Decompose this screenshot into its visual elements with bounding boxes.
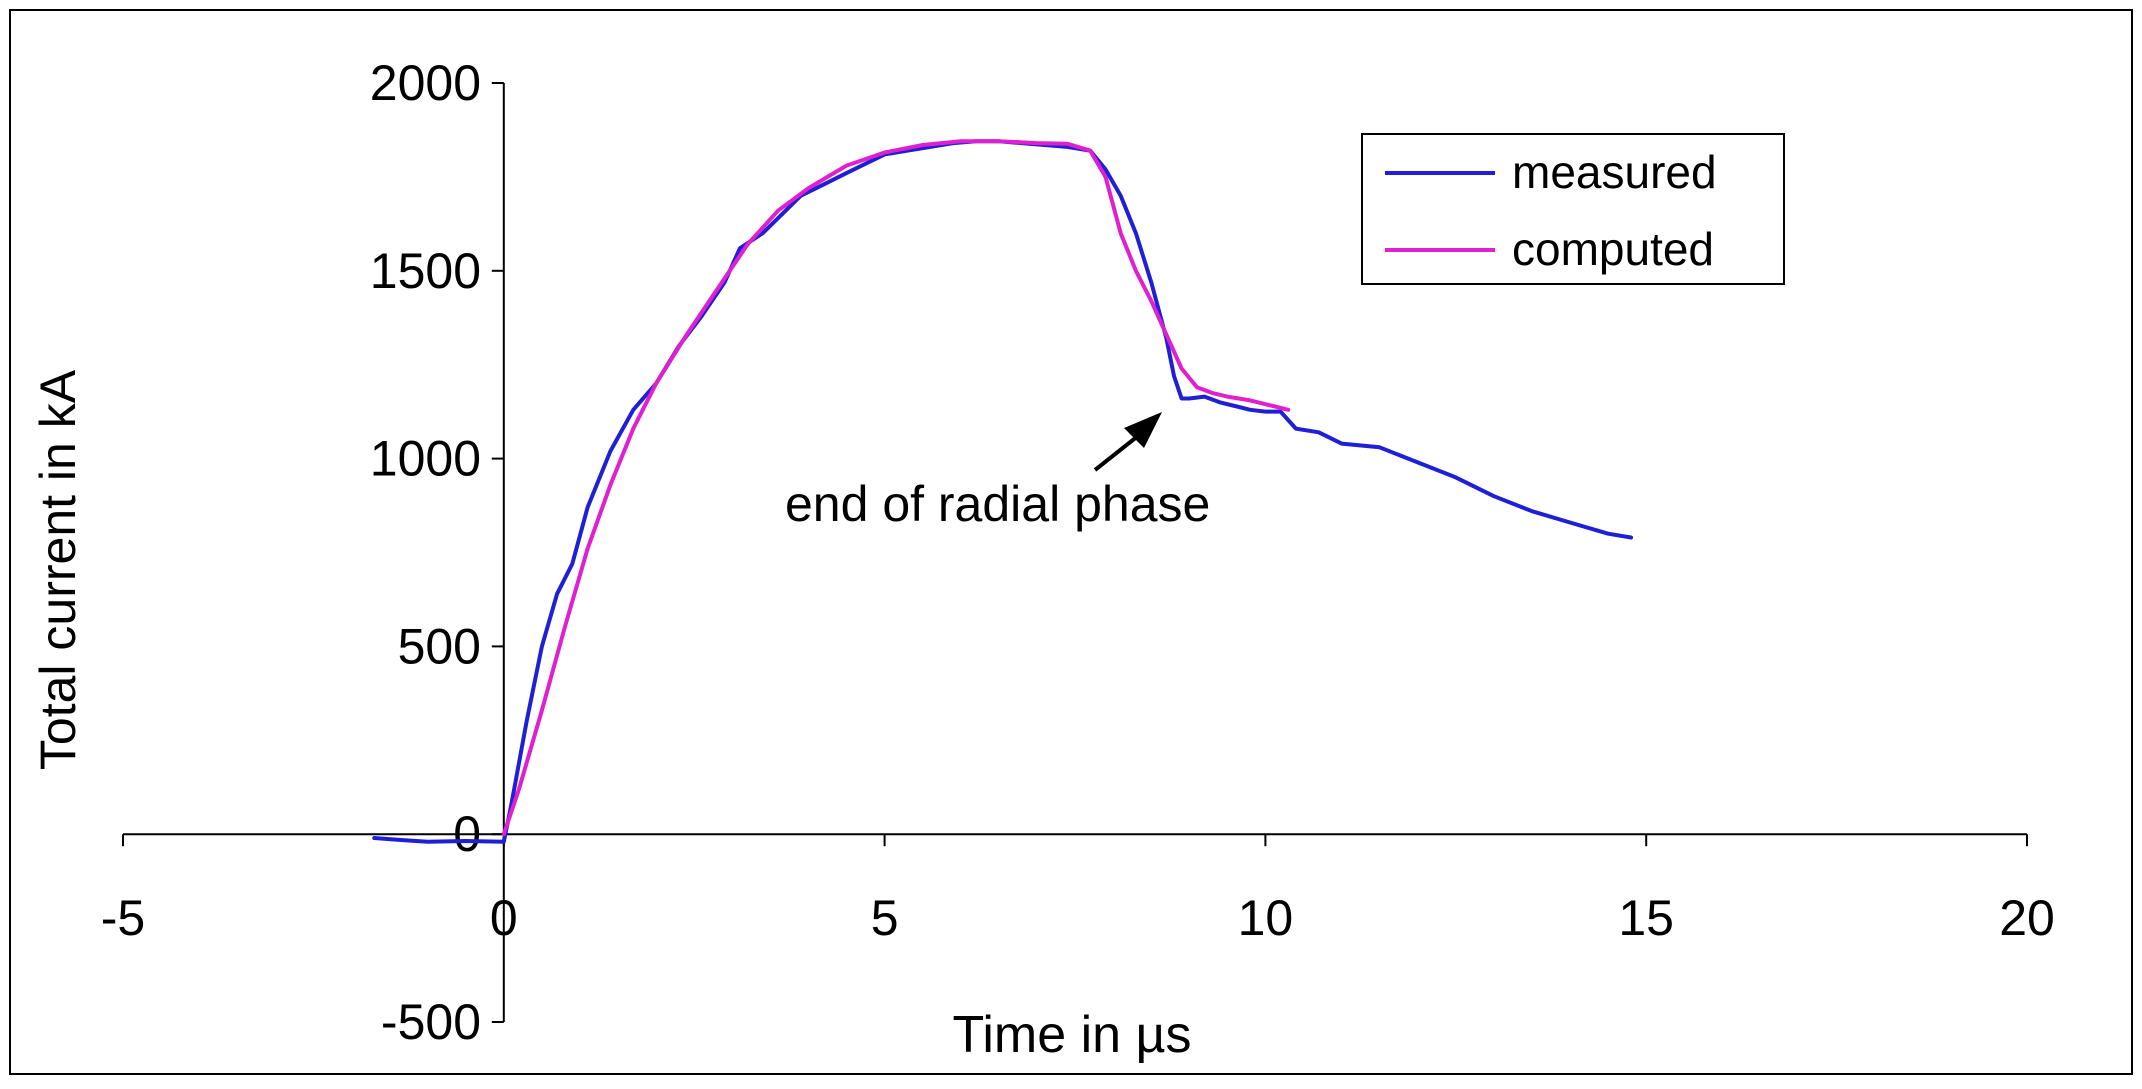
x-tick-label: 20 <box>1999 890 2055 946</box>
y-tick-label: 1000 <box>370 431 481 487</box>
legend-box <box>1361 133 1785 285</box>
legend: measured computed <box>1361 133 1785 285</box>
y-tick-label: -500 <box>381 994 481 1050</box>
x-axis-title: Time in µs <box>953 1006 1192 1064</box>
x-tick-label: 0 <box>490 890 518 946</box>
series-line-computed <box>501 139 1291 837</box>
annotation-arrow-head <box>1124 412 1162 448</box>
x-tick-label: 5 <box>871 890 899 946</box>
y-tick-label: 0 <box>453 806 481 862</box>
y-axis-title: Total current in kA <box>30 369 86 770</box>
y-tick-label: 500 <box>398 618 481 674</box>
annotation-end-of-radial-phase: end of radial phase <box>785 412 1210 532</box>
x-tick-label: 15 <box>1618 890 1674 946</box>
x-tick-label: -5 <box>101 890 145 946</box>
x-tick-label: 10 <box>1238 890 1294 946</box>
legend-label-measured: measured <box>1512 146 1717 198</box>
legend-label-computed: computed <box>1512 223 1714 275</box>
chart-frame <box>9 9 2133 1075</box>
y-tick-label: 2000 <box>370 55 481 111</box>
annotation-label: end of radial phase <box>785 476 1210 532</box>
y-tick-label: 1500 <box>370 243 481 299</box>
